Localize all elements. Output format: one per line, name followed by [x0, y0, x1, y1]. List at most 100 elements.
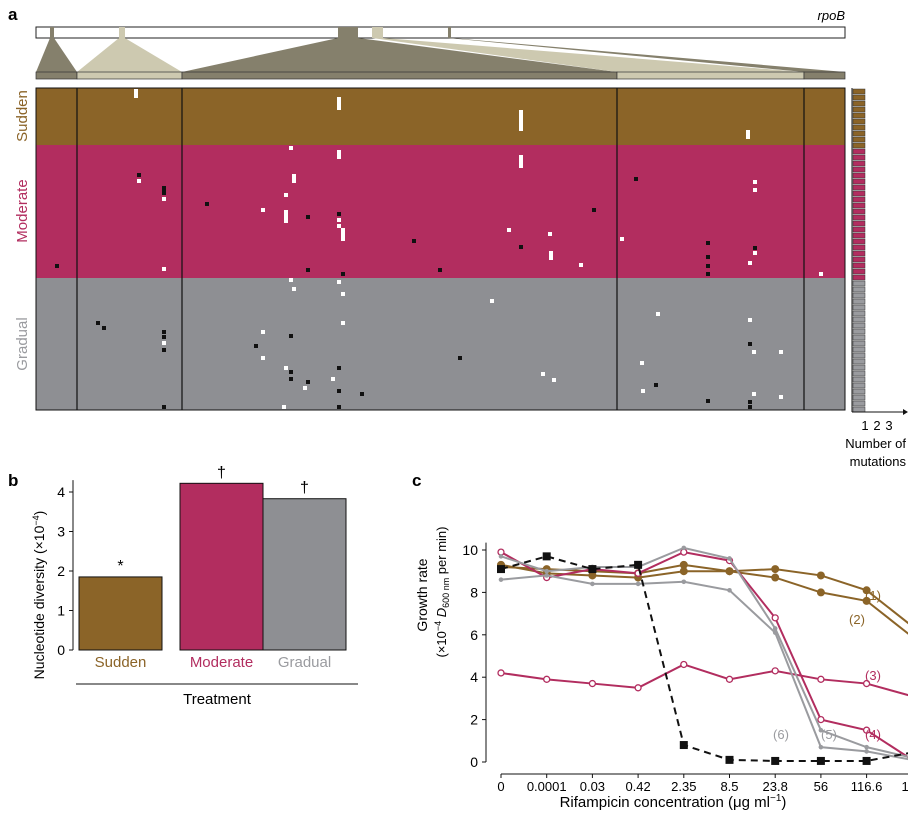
histogram-bar [852, 328, 866, 335]
series-point [497, 565, 505, 574]
region-mark-4 [372, 27, 383, 38]
series-point [679, 741, 688, 750]
histogram-bar [852, 118, 866, 125]
c-ytick-label: 8 [470, 584, 478, 600]
mutation-cell [592, 208, 596, 212]
histogram-bar [852, 190, 866, 197]
series-label: (4) [865, 727, 881, 742]
mutation-cell [306, 268, 310, 272]
panel-c-series: (1)(2) (3) (4) (5) (6) [497, 545, 908, 765]
series-line [500, 551, 908, 759]
series-point [771, 565, 780, 574]
series-point [725, 675, 734, 683]
mutation-cell [289, 334, 293, 338]
mutation-cells [55, 89, 823, 409]
mutation-cell [519, 110, 523, 131]
histogram-bar [852, 334, 866, 341]
histogram-bar [852, 94, 866, 101]
series-point [544, 573, 549, 578]
mutation-cell [337, 389, 341, 393]
mutation-cell [746, 130, 750, 139]
mutation-cell [753, 251, 757, 255]
c-xtick-label: 0.0001 [527, 779, 567, 794]
region-mark-3 [338, 27, 358, 38]
panel-c-xlabel: Rifampicin concentration (μg ml−1) [560, 793, 787, 811]
series-point [862, 726, 871, 734]
gene-map [35, 26, 846, 80]
bar-gradual [262, 498, 347, 651]
c-xtick-label: 0.42 [625, 779, 650, 794]
series-point [864, 744, 869, 750]
c-xtick-label: 190 [901, 779, 908, 794]
histogram-bar [852, 322, 866, 329]
histogram-bar [852, 112, 866, 119]
histogram-bar [852, 358, 866, 365]
mutation-cell [579, 263, 583, 267]
histogram-bar [852, 214, 866, 221]
series-point [635, 581, 641, 587]
histogram-bar [852, 376, 866, 383]
series-line [500, 663, 908, 697]
histogram-bar [852, 154, 866, 161]
bar-annotation: † [217, 464, 226, 481]
series-point [725, 755, 734, 764]
b-ytick-label: 4 [57, 484, 65, 500]
histogram-bar [852, 232, 866, 239]
series-point [727, 556, 732, 561]
band-moderate [36, 145, 845, 278]
mutation-cell [748, 261, 752, 265]
mutation-cell [137, 179, 141, 183]
histogram-bar [852, 250, 866, 257]
mutation-cell [753, 188, 757, 192]
mutation-cell [292, 174, 296, 183]
histogram-bar [852, 274, 866, 281]
c-ytick-label: 0 [470, 754, 478, 770]
mutation-cell [360, 392, 364, 396]
c-xtick-label: 8.5 [720, 779, 738, 794]
series-point [544, 568, 549, 574]
mutation-cell [162, 335, 166, 339]
series-point [497, 669, 505, 677]
group-label-sudden: Sudden [14, 90, 31, 142]
panel-c-ylabel-line2: (×10−4 D600 nm per min) [433, 527, 451, 658]
bar-category-label: Moderate [190, 654, 253, 671]
bar-annotation: * [117, 558, 123, 575]
series-line [500, 563, 908, 635]
mutation-cell [303, 386, 307, 390]
mutation-cell [641, 389, 645, 393]
mutation-cell [656, 312, 660, 316]
mutation-cell [162, 330, 166, 334]
histogram-bar [852, 196, 866, 203]
series-point [543, 675, 551, 683]
series-point [681, 579, 687, 585]
grid-border [35, 87, 846, 411]
mutation-cell [552, 378, 556, 382]
zoom-wedge-3 [182, 38, 617, 72]
mutation-cell [341, 272, 345, 276]
series-point [680, 660, 688, 669]
histogram-bar [852, 304, 866, 311]
mutation-cell [292, 287, 296, 291]
series-label: (5) [821, 727, 837, 742]
mutation-cell [753, 246, 757, 250]
c-ytick-label: 10 [462, 542, 478, 558]
mutation-cell [289, 370, 293, 374]
mutation-cell [137, 173, 141, 177]
b-ytick-label: 0 [57, 642, 65, 658]
hist-tick-3: 3 [885, 418, 892, 433]
series-point [816, 588, 825, 597]
mutation-cell [337, 366, 341, 370]
histogram-bar [852, 208, 866, 215]
zoom-seg-3 [181, 71, 618, 80]
region-mark-1 [50, 27, 54, 38]
mutation-cell [261, 208, 265, 212]
mutation-cell [337, 150, 341, 159]
band-gradual [36, 278, 845, 410]
mutation-cell [337, 212, 341, 216]
b-ytick-label: 3 [57, 524, 65, 540]
mutation-cell [261, 356, 265, 360]
mutation-cell [341, 228, 345, 241]
series-label: (3) [865, 668, 881, 683]
series-point [590, 581, 595, 587]
series-point [634, 560, 643, 569]
